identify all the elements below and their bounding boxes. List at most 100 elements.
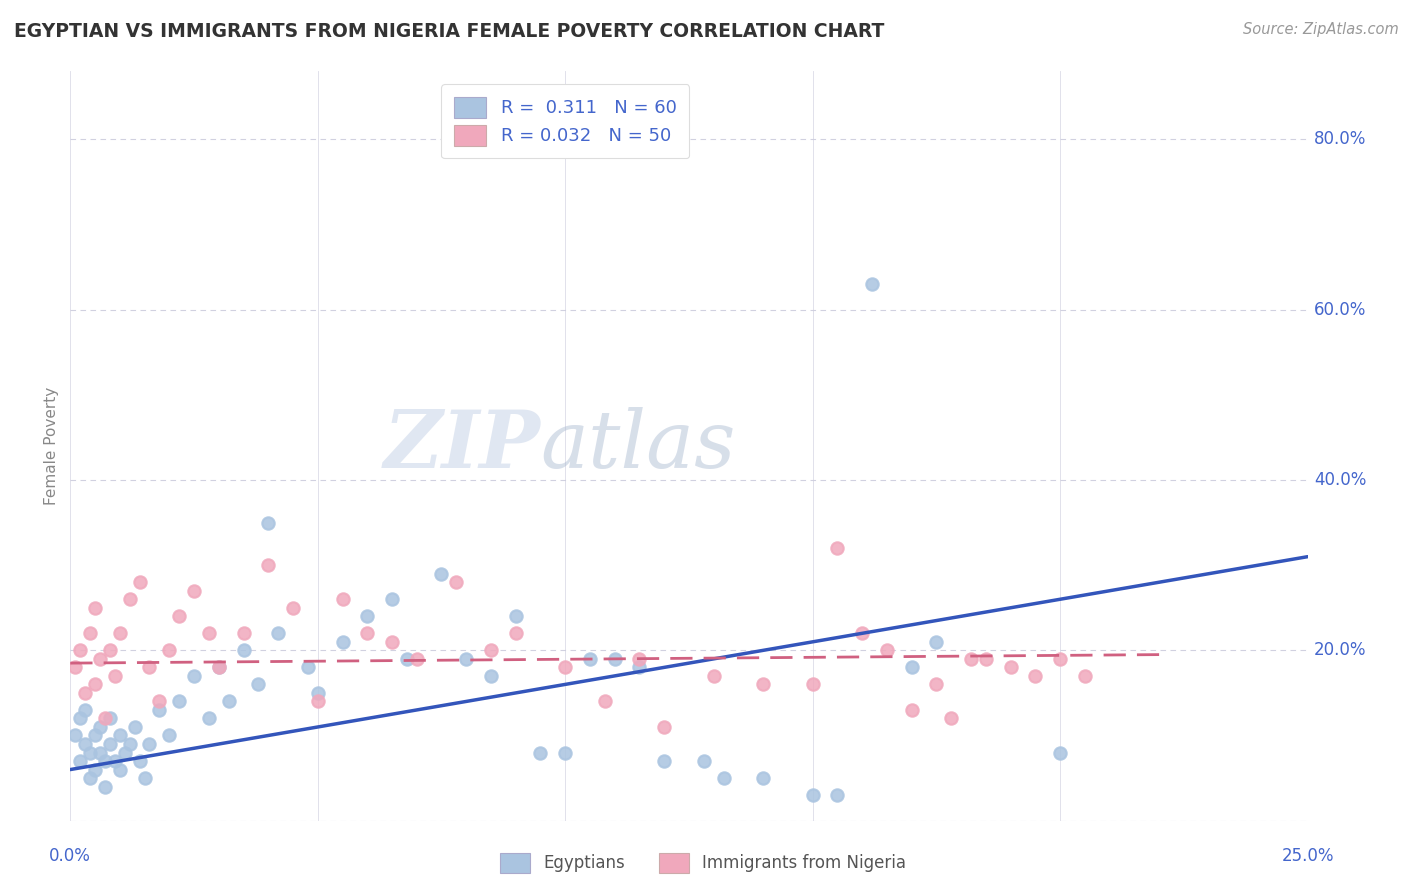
Point bbox=[94, 780, 117, 794]
Point bbox=[752, 677, 775, 691]
Point bbox=[693, 754, 716, 768]
Legend: R =  0.311   N = 60, R = 0.032   N = 50: R = 0.311 N = 60, R = 0.032 N = 50 bbox=[441, 84, 689, 159]
Point bbox=[138, 660, 160, 674]
Point bbox=[307, 686, 329, 700]
Point bbox=[801, 788, 824, 802]
Point bbox=[104, 754, 127, 768]
Point bbox=[118, 737, 141, 751]
Point bbox=[208, 660, 231, 674]
Point bbox=[1049, 652, 1071, 666]
Point bbox=[167, 609, 190, 624]
Point bbox=[89, 652, 111, 666]
Point bbox=[430, 566, 453, 581]
Y-axis label: Female Poverty: Female Poverty bbox=[44, 387, 59, 505]
Text: EGYPTIAN VS IMMIGRANTS FROM NIGERIA FEMALE POVERTY CORRELATION CHART: EGYPTIAN VS IMMIGRANTS FROM NIGERIA FEMA… bbox=[14, 22, 884, 41]
Point bbox=[183, 583, 205, 598]
Point bbox=[148, 694, 170, 708]
Point bbox=[395, 652, 418, 666]
Point bbox=[69, 643, 91, 657]
Point bbox=[247, 677, 270, 691]
Point bbox=[505, 626, 527, 640]
Point bbox=[1074, 669, 1097, 683]
Point bbox=[84, 600, 107, 615]
Point bbox=[703, 669, 725, 683]
Text: 25.0%: 25.0% bbox=[1281, 847, 1334, 865]
Point bbox=[232, 626, 254, 640]
Legend: Egyptians, Immigrants from Nigeria: Egyptians, Immigrants from Nigeria bbox=[494, 847, 912, 880]
Point bbox=[65, 660, 87, 674]
Point bbox=[118, 592, 141, 607]
Point bbox=[876, 643, 898, 657]
Point bbox=[1000, 660, 1022, 674]
Point bbox=[554, 746, 576, 760]
Point bbox=[860, 277, 883, 292]
Point bbox=[925, 635, 948, 649]
Point bbox=[307, 694, 329, 708]
Point bbox=[960, 652, 983, 666]
Point bbox=[456, 652, 478, 666]
Point bbox=[79, 626, 101, 640]
Point bbox=[84, 729, 107, 743]
Point bbox=[446, 575, 468, 590]
Point bbox=[593, 694, 616, 708]
Point bbox=[579, 652, 602, 666]
Point bbox=[79, 771, 101, 785]
Point bbox=[900, 660, 922, 674]
Point bbox=[652, 754, 675, 768]
Text: 0.0%: 0.0% bbox=[49, 847, 91, 865]
Point bbox=[257, 558, 280, 573]
Point bbox=[98, 737, 121, 751]
Point bbox=[505, 609, 527, 624]
Text: atlas: atlas bbox=[540, 408, 735, 484]
Point bbox=[974, 652, 997, 666]
Point bbox=[89, 746, 111, 760]
Text: 80.0%: 80.0% bbox=[1313, 130, 1367, 148]
Point bbox=[69, 754, 91, 768]
Point bbox=[713, 771, 735, 785]
Point bbox=[281, 600, 304, 615]
Point bbox=[198, 626, 221, 640]
Point bbox=[297, 660, 319, 674]
Point bbox=[652, 720, 675, 734]
Point bbox=[628, 660, 651, 674]
Point bbox=[183, 669, 205, 683]
Point bbox=[851, 626, 873, 640]
Point bbox=[89, 720, 111, 734]
Text: ZIP: ZIP bbox=[384, 408, 540, 484]
Point bbox=[208, 660, 231, 674]
Point bbox=[381, 592, 404, 607]
Text: 20.0%: 20.0% bbox=[1313, 641, 1367, 659]
Point bbox=[157, 729, 180, 743]
Point bbox=[65, 729, 87, 743]
Point bbox=[801, 677, 824, 691]
Point bbox=[79, 746, 101, 760]
Point bbox=[827, 788, 849, 802]
Point bbox=[138, 737, 160, 751]
Point bbox=[381, 635, 404, 649]
Point bbox=[941, 711, 963, 725]
Point bbox=[1024, 669, 1046, 683]
Point bbox=[108, 729, 131, 743]
Point bbox=[98, 643, 121, 657]
Point bbox=[157, 643, 180, 657]
Point bbox=[84, 677, 107, 691]
Text: 60.0%: 60.0% bbox=[1313, 301, 1367, 318]
Point bbox=[232, 643, 254, 657]
Point bbox=[479, 669, 502, 683]
Point bbox=[108, 763, 131, 777]
Point bbox=[128, 754, 150, 768]
Point bbox=[124, 720, 146, 734]
Point bbox=[405, 652, 427, 666]
Point bbox=[75, 703, 97, 717]
Point bbox=[529, 746, 551, 760]
Point bbox=[554, 660, 576, 674]
Point bbox=[114, 746, 136, 760]
Point bbox=[257, 516, 280, 530]
Point bbox=[356, 626, 378, 640]
Point bbox=[167, 694, 190, 708]
Point bbox=[356, 609, 378, 624]
Point bbox=[98, 711, 121, 725]
Point bbox=[1049, 746, 1071, 760]
Point bbox=[94, 754, 117, 768]
Point bbox=[75, 737, 97, 751]
